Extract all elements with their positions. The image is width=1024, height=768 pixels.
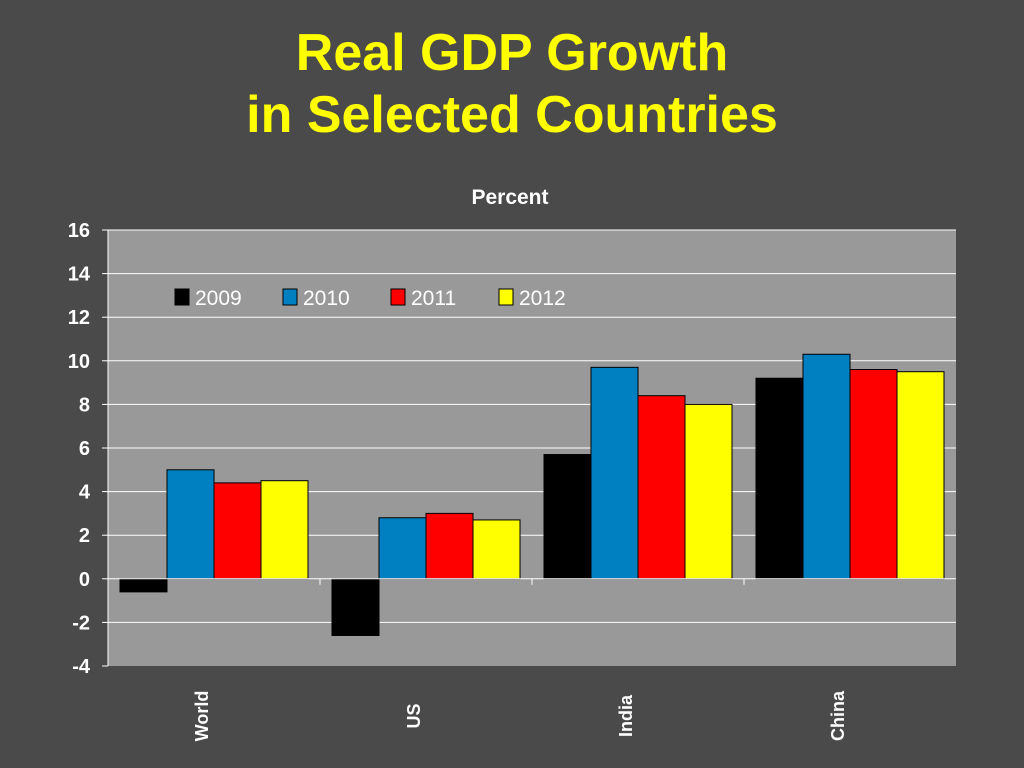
y-tick-label: 6 <box>79 438 90 460</box>
bar-us-2011 <box>425 512 474 580</box>
slide-title: Real GDP Growth in Selected Countries <box>0 22 1024 146</box>
legend-label: 2010 <box>303 287 350 310</box>
bar-us-2012 <box>472 519 521 580</box>
bar-china-2012 <box>896 371 945 580</box>
axes <box>107 230 956 666</box>
bar-world-2012 <box>260 480 309 580</box>
y-tick-label: 2 <box>79 525 90 547</box>
category-label: India <box>616 694 636 737</box>
legend-swatch-2009 <box>174 288 190 306</box>
category-label: US <box>404 703 424 728</box>
y-tick-label: 16 <box>68 220 90 242</box>
category-label: World <box>192 691 212 742</box>
y-tick-label: -2 <box>72 612 90 634</box>
title-line-1: Real GDP Growth <box>295 24 729 82</box>
y-tick-label: 4 <box>79 482 91 504</box>
y-tick-label: 8 <box>79 394 90 416</box>
bar-india-2009 <box>543 454 592 580</box>
title-line-2: in Selected Countries <box>246 86 778 144</box>
legend-label: 2011 <box>411 287 456 310</box>
bar-india-2010 <box>590 366 639 580</box>
y-tick-label: 10 <box>68 351 90 373</box>
legend: 2009 2010 2011 2012 <box>174 287 566 310</box>
legend-swatch-2012 <box>498 288 514 306</box>
bar-china-2009 <box>755 377 804 580</box>
y-tick-label: -4 <box>72 656 91 678</box>
bar-world-2010 <box>166 469 215 580</box>
bar-us-2010 <box>378 517 427 580</box>
category-labels: World US India China <box>192 690 848 741</box>
y-tick-label: 14 <box>68 264 91 286</box>
bar-china-2011 <box>849 369 898 580</box>
legend-label: 2012 <box>519 287 566 310</box>
y-axis-ticks: -4 -2 0 2 4 6 8 10 12 14 16 <box>68 220 108 678</box>
y-axis-label: Percent <box>471 186 548 209</box>
legend-swatch-2011 <box>390 288 406 306</box>
bar-india-2012 <box>684 403 733 580</box>
legend-swatch-2010 <box>282 288 298 306</box>
y-tick-label: 0 <box>79 569 90 591</box>
bar-world-2009 <box>119 578 168 593</box>
bar-india-2011 <box>637 395 686 580</box>
legend-label: 2009 <box>195 287 242 310</box>
bar-world-2011 <box>213 482 262 580</box>
bar-china-2010 <box>802 353 851 580</box>
category-label: China <box>828 690 848 741</box>
bars <box>119 353 945 636</box>
bar-us-2009 <box>331 578 380 636</box>
y-tick-label: 12 <box>68 307 90 329</box>
